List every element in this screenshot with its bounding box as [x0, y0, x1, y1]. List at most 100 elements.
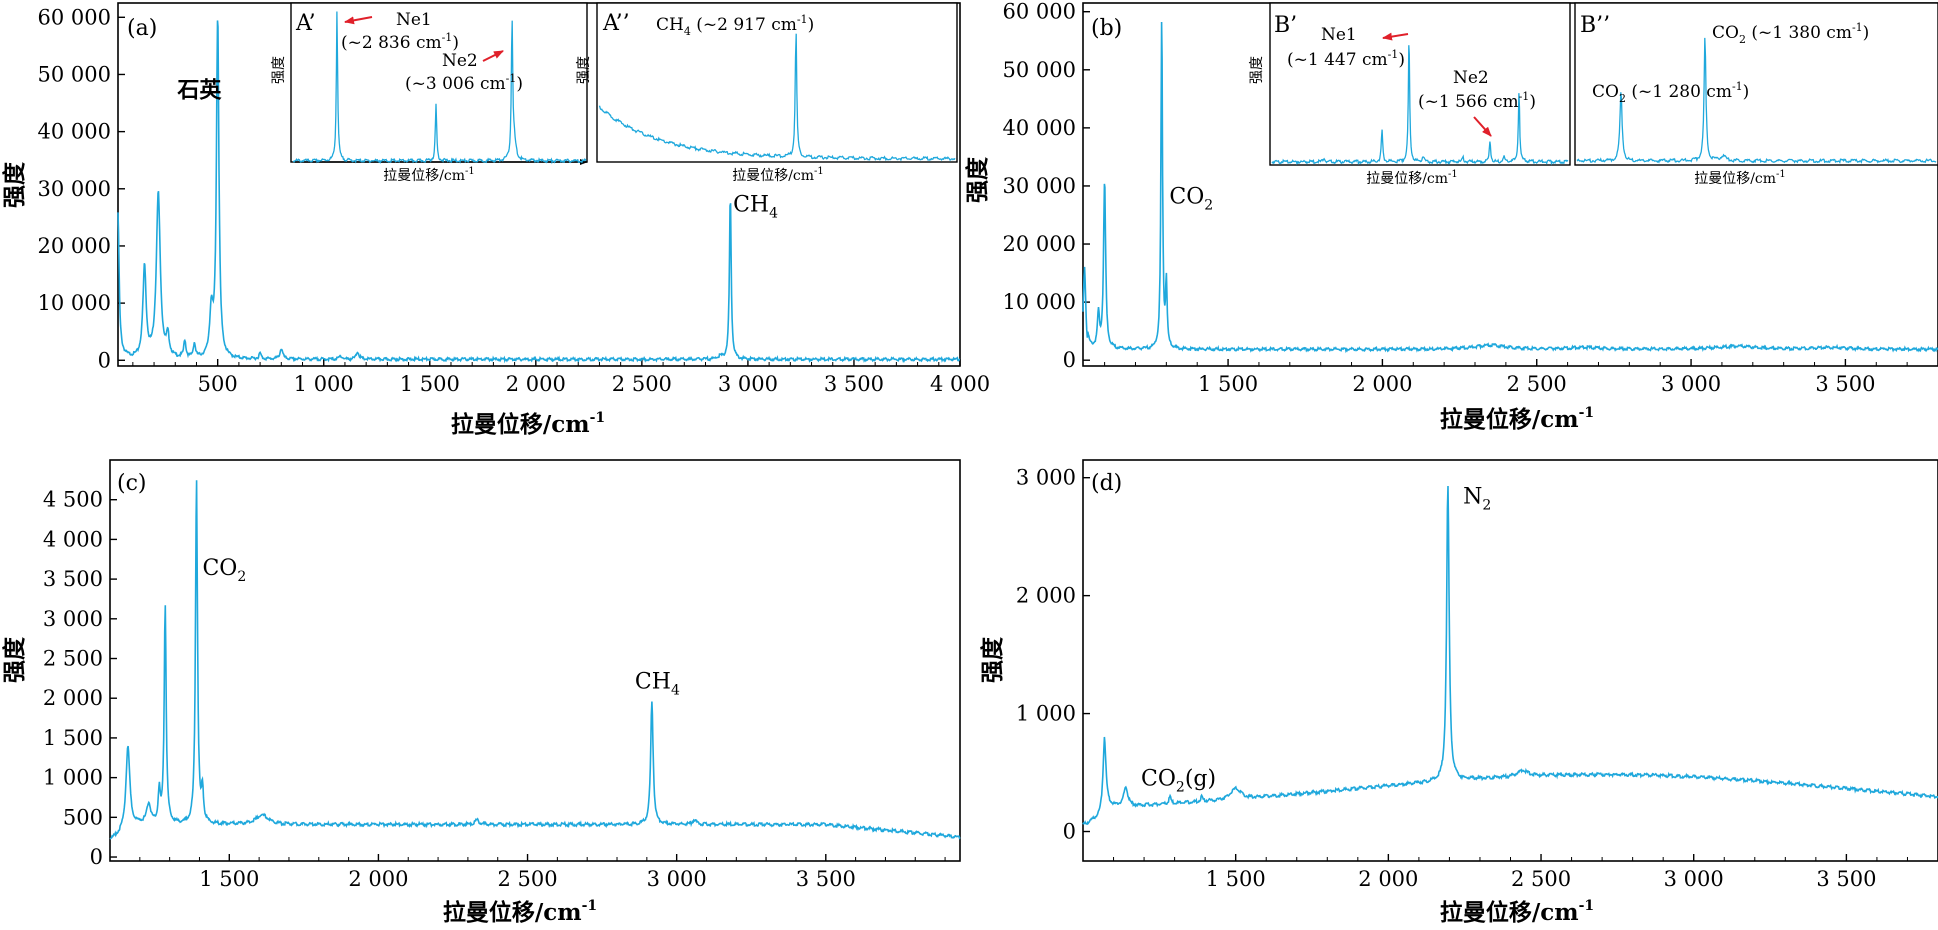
panel-a-x-tick-label: 1 500: [400, 372, 460, 396]
panel-a-x-tick-label: 4 000: [930, 372, 990, 396]
panel-b-x-tick-label: 3 000: [1661, 372, 1721, 396]
inset-b-prime-ne1-value: (~1 447 cm-1): [1287, 48, 1405, 70]
inset-b-double-prime-spectrum: [1576, 37, 1937, 164]
inset-a-double-prime-spectrum: [598, 33, 956, 162]
panel-c-spectrum: [109, 480, 961, 840]
panel-b-chart: (b) 1 500 2 000 2 500 3 000 3 500 0 10 000 20 0…: [964, 0, 1938, 433]
panel-a-spectrum: [117, 20, 961, 364]
panel-d-y-tick-label: 3 000: [1016, 466, 1076, 490]
panel-a-x-axis-title: 拉曼位移/cm-1: [451, 410, 605, 438]
inset-b-double-prime-xlabel: 拉曼位移/cm-1: [1694, 169, 1786, 187]
inset-b-prime-ne1-label: Ne1: [1321, 25, 1357, 45]
inset-a-prime-tag: A’: [295, 11, 316, 36]
panel-b-y-axis-title: 强度: [964, 156, 991, 203]
inset-a-prime-spectrum: [292, 11, 587, 165]
panel-a-x-tick-label: 2 000: [506, 372, 566, 396]
panel-c-y-tick-label: 2 000: [43, 686, 103, 710]
panel-d-x-tick-label: 2 500: [1511, 867, 1571, 891]
panel-c-x-axis-title: 拉曼位移/cm-1: [443, 898, 597, 926]
inset-a-prime-ne2-label: Ne2: [442, 51, 478, 71]
inset-a-prime-ne2-value: (~3 006 cm-1): [405, 72, 523, 94]
panel-b-spectrum: [1082, 21, 1938, 354]
panel-a-y-tick-label: 50 000: [38, 62, 111, 86]
inset-b-double-prime-co2-1280-label: CO2 (~1 280 cm-1): [1592, 80, 1749, 105]
panel-c-x-tick-label: 3 500: [796, 867, 856, 891]
panel-a-y-tick-label: 30 000: [38, 177, 111, 201]
panel-a-y-tick-label: 40 000: [38, 120, 111, 144]
inset-a-prime-ne1-arrow: [344, 16, 373, 25]
panel-a-x-tick-label: 1 000: [294, 372, 354, 396]
panel-b-x-tick-label: 1 500: [1198, 372, 1258, 396]
panel-c-x-tick-label: 3 000: [647, 867, 707, 891]
inset-b-prime-ne2-value: (~1 566 cm-1): [1418, 90, 1536, 112]
inset-b-double-prime: B’’ 拉曼位移/cm-1 CO2 (~1 380 cm-1) CO2 (~1 …: [1574, 2, 1938, 187]
panel-d-frame: [1082, 459, 1938, 862]
panel-c-x-tick-label: 2 500: [497, 867, 557, 891]
panel-c-y-tick-label: 3 000: [43, 607, 103, 631]
inset-a-double-prime-tag: A’’: [602, 11, 630, 36]
panel-b-y-tick-label: 40 000: [1003, 116, 1076, 140]
panel-d-spectrum: [1082, 485, 1938, 826]
panel-d-tag: (d): [1091, 471, 1122, 496]
inset-a-double-prime: A’’ 强度 拉曼位移/cm-1 CH4 (~2 917 cm-1): [576, 2, 958, 184]
inset-a-prime-xlabel: 拉曼位移/cm-1: [383, 166, 475, 184]
panel-b-y-tick-label: 60 000: [1003, 0, 1076, 24]
panel-a-y-tick-label: 20 000: [38, 234, 111, 258]
panel-a-y-tick-label: 0: [98, 348, 111, 372]
panel-c-frame: [109, 459, 961, 862]
panel-c-y-axis-title: 强度: [1, 636, 28, 683]
panel-c-chart: (c) 1 500 2 000 2 500 3 000 3 500 0 500 1 000 1 …: [1, 459, 961, 926]
inset-b-prime-ne1-arrow: [1382, 32, 1409, 41]
panel-a-y-tick-label: 10 000: [38, 291, 111, 315]
panel-c-peak-label-1: CH4: [635, 670, 680, 699]
panel-c-y-tick-label: 1 000: [43, 766, 103, 790]
panel-a-x-tick-label: 500: [198, 372, 238, 396]
inset-a-prime-ne2-arrow: [482, 50, 504, 62]
panel-b-y-tick-label: 0: [1063, 348, 1076, 372]
panel-c-x-tick-label: 2 000: [348, 867, 408, 891]
panel-d-chart: (d) 1 500 2 000 2 500 3 000 3 500 0 1 000 2 000…: [979, 459, 1938, 926]
panel-d-x-tick-label: 3 000: [1664, 867, 1724, 891]
panel-c-y-tick-label: 2 500: [43, 647, 103, 671]
panel-d-x-tick-label: 3 500: [1816, 867, 1876, 891]
panel-c-y-tick-label: 4 000: [43, 527, 103, 551]
panel-d-y-tick-label: 0: [1063, 820, 1076, 844]
inset-b-double-prime-co2-1380-label: CO2 (~1 380 cm-1): [1712, 21, 1869, 46]
panel-a-x-tick-label: 2 500: [612, 372, 672, 396]
panel-d-peak-label-1: CO2(g): [1141, 767, 1216, 796]
inset-a-prime-ne1-value: (~2 836 cm-1): [341, 31, 459, 53]
inset-a-prime-ne1-label: Ne1: [396, 10, 432, 30]
panel-b-tag: (b): [1091, 16, 1122, 41]
inset-b-double-prime-tag: B’’: [1580, 13, 1610, 38]
panel-c-peak-label-0: CO2: [202, 556, 246, 585]
panel-d-peak-label-0: N2: [1463, 485, 1491, 514]
panel-c-y-tick-label: 1 500: [43, 726, 103, 750]
panel-b-peak-label-0: CO2: [1169, 184, 1213, 213]
inset-b-prime-spectrum: [1271, 45, 1569, 166]
panel-c-y-tick-label: 3 500: [43, 567, 103, 591]
panel-b-x-axis-title: 拉曼位移/cm-1: [1440, 405, 1594, 433]
panel-a-tag: (a): [127, 16, 157, 41]
inset-a-double-prime-xlabel: 拉曼位移/cm-1: [732, 166, 824, 184]
panel-b-y-tick-label: 10 000: [1003, 290, 1076, 314]
panel-a-y-axis-title: 强度: [1, 161, 28, 208]
inset-b-prime-ne2-arrow: [1473, 116, 1492, 137]
panel-c-y-tick-label: 500: [63, 805, 103, 829]
panel-d-x-tick-label: 1 500: [1206, 867, 1266, 891]
inset-a-double-prime-ch4-label: CH4 (~2 917 cm-1): [656, 13, 814, 38]
panel-a-y-tick-label: 60 000: [38, 5, 111, 29]
panel-a-peak-label-0: 石英: [176, 77, 222, 103]
panel-c-x-tick-label: 1 500: [199, 867, 259, 891]
panel-b-y-tick-label: 20 000: [1003, 232, 1076, 256]
panel-d-y-axis-title: 强度: [979, 636, 1006, 683]
panel-b-y-tick-label: 30 000: [1003, 174, 1076, 198]
inset-b-prime: B’ 强度 拉曼位移/cm-1 Ne1 (~1 447 cm-1) Ne2 (~…: [1249, 2, 1571, 187]
inset-b-prime-ne2-label: Ne2: [1453, 68, 1489, 88]
panel-a-x-tick-label: 3 500: [824, 372, 884, 396]
inset-a-prime-ylabel: 强度: [271, 56, 287, 84]
panel-b-x-tick-label: 3 500: [1815, 372, 1875, 396]
panel-a-peak-label-1: CH4: [733, 193, 778, 222]
inset-b-prime-xlabel: 拉曼位移/cm-1: [1366, 169, 1458, 187]
panel-b-x-tick-label: 2 500: [1507, 372, 1567, 396]
